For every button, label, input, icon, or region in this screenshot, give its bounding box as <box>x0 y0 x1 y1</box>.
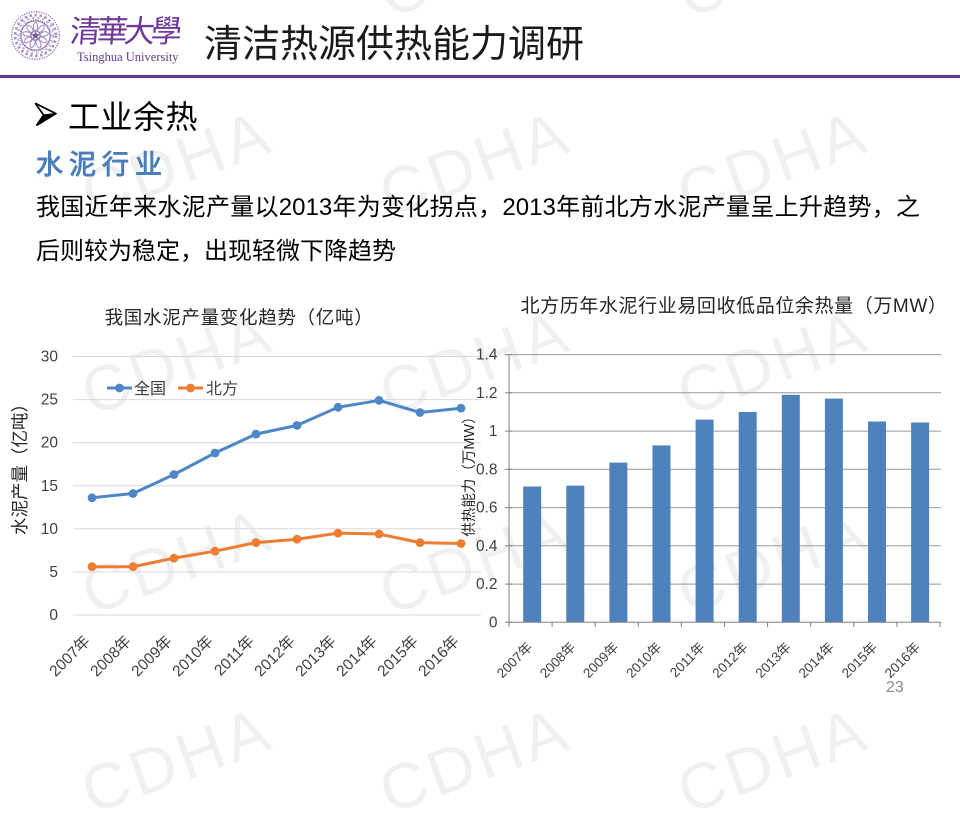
svg-text:0: 0 <box>49 607 58 624</box>
svg-text:2014年: 2014年 <box>796 640 837 681</box>
svg-text:全国: 全国 <box>134 380 166 398</box>
svg-text:2011年: 2011年 <box>667 640 708 681</box>
svg-text:2013年: 2013年 <box>753 640 794 681</box>
svg-text:0: 0 <box>489 614 498 631</box>
svg-text:5: 5 <box>49 564 58 581</box>
svg-text:2009年: 2009年 <box>580 640 621 681</box>
svg-text:供热能力（万MW）: 供热能力（万MW） <box>461 409 478 536</box>
svg-text:1.4: 1.4 <box>476 347 498 364</box>
svg-text:1.2: 1.2 <box>476 385 498 402</box>
svg-text:10: 10 <box>41 521 59 538</box>
svg-text:2007年: 2007年 <box>494 640 535 681</box>
svg-text:北方历年水泥行业易回收低品位余热量（万MW）: 北方历年水泥行业易回收低品位余热量（万MW） <box>521 295 948 317</box>
svg-text:1: 1 <box>489 423 498 440</box>
svg-text:15: 15 <box>41 478 58 495</box>
svg-text:水泥产量（亿吨）: 水泥产量（亿吨） <box>10 395 30 535</box>
svg-text:0.6: 0.6 <box>476 500 498 517</box>
svg-text:2008年: 2008年 <box>537 640 578 681</box>
svg-text:0.2: 0.2 <box>476 576 498 593</box>
svg-text:0.8: 0.8 <box>476 461 498 478</box>
svg-text:我国水泥产量变化趋势（亿吨）: 我国水泥产量变化趋势（亿吨） <box>105 307 374 328</box>
svg-text:2015年: 2015年 <box>839 640 880 681</box>
svg-text:北方: 北方 <box>206 380 238 398</box>
svg-text:2010年: 2010年 <box>623 640 664 681</box>
svg-text:2016年: 2016年 <box>882 640 923 681</box>
svg-text:20: 20 <box>41 435 59 452</box>
svg-text:2012年: 2012年 <box>709 640 750 681</box>
svg-text:25: 25 <box>41 392 58 409</box>
svg-text:0.4: 0.4 <box>476 538 498 555</box>
svg-text:30: 30 <box>41 349 59 366</box>
